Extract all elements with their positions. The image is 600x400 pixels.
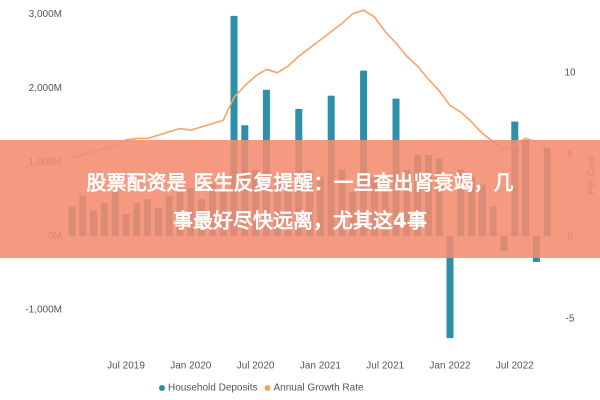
x-tick-label: Jan 2022 xyxy=(429,361,471,372)
x-tick-label: Jul 2021 xyxy=(366,361,404,372)
banner-text: 事最好尽快远离，尤其这4事 xyxy=(173,209,427,233)
banner-text: 股票配资是 医生反复提醒：一旦查出肾衰竭，几 xyxy=(87,171,514,195)
x-tick-label: Jan 2020 xyxy=(170,361,212,372)
legend-label: Annual Growth Rate xyxy=(274,383,364,394)
y2-tick-label: 10 xyxy=(564,67,576,78)
bar xyxy=(230,15,238,237)
legend-label: Household Deposits xyxy=(168,383,258,394)
x-tick-label: Jul 2022 xyxy=(496,361,534,372)
line xyxy=(71,9,548,159)
banner xyxy=(0,140,600,258)
y-tick-label: 3,000M xyxy=(29,9,62,20)
y-tick-label: -1,000M xyxy=(25,305,62,316)
x-tick-label: Jul 2019 xyxy=(107,361,145,372)
x-tick-label: Jan 2021 xyxy=(300,361,342,372)
y-tick-label: 2,000M xyxy=(29,83,62,94)
legend-marker xyxy=(264,385,271,391)
legend-marker xyxy=(159,385,165,391)
y2-tick-label: -5 xyxy=(566,314,575,325)
bar xyxy=(446,236,454,339)
x-tick-label: Jul 2020 xyxy=(237,361,275,372)
